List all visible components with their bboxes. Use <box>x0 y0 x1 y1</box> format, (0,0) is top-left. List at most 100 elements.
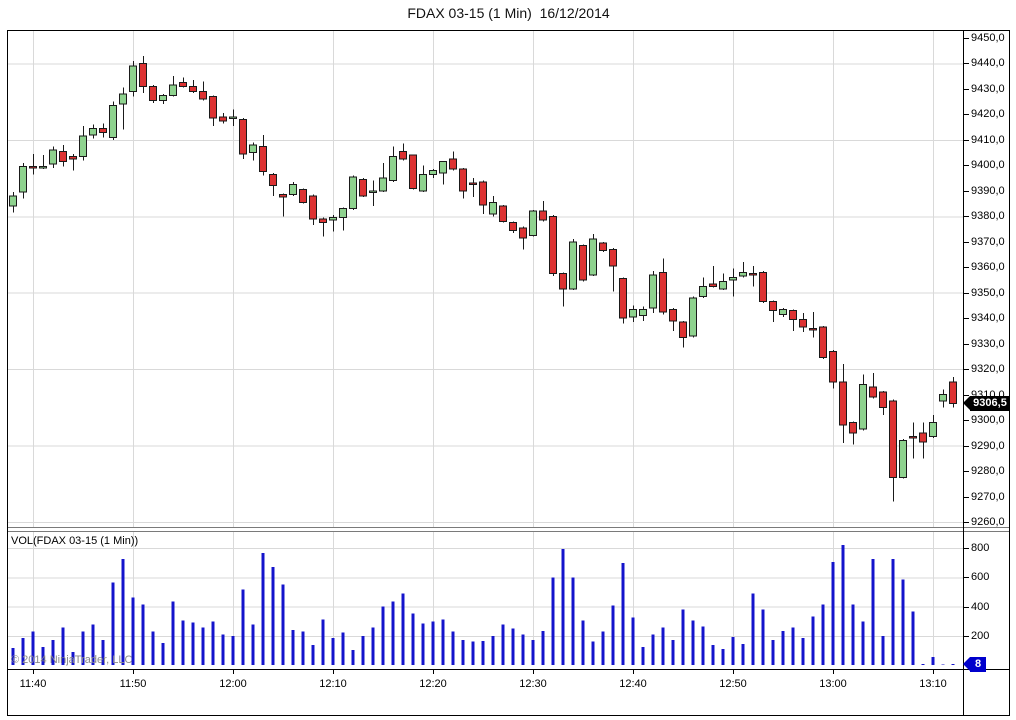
candle-body <box>199 90 207 100</box>
volume-bar <box>661 627 665 665</box>
volume-bar <box>251 624 255 665</box>
volume-bar <box>91 624 95 665</box>
candle-body <box>39 166 47 169</box>
candle-body <box>829 350 837 383</box>
volume-bar <box>561 549 565 665</box>
volume-bar <box>881 635 885 665</box>
volume-bar <box>21 637 25 665</box>
candle-body <box>599 242 607 252</box>
time-axis-label: 11:50 <box>119 678 147 690</box>
candle-body <box>509 222 517 231</box>
volume-bar <box>51 639 55 665</box>
candle-body <box>209 96 217 119</box>
volume-bar <box>141 604 145 665</box>
candle-body <box>859 383 867 430</box>
candle-body <box>499 205 507 222</box>
volume-bar <box>471 641 475 665</box>
candle-body <box>19 166 27 193</box>
volume-bar <box>751 593 755 665</box>
volume-bar <box>101 639 105 665</box>
candle-body <box>149 85 157 101</box>
price-axis-label: 9410,0 <box>971 133 1005 146</box>
candle-body <box>819 326 827 359</box>
candle-body <box>939 394 947 402</box>
candle-body <box>789 310 797 320</box>
candle-body <box>559 273 567 290</box>
candle-body <box>639 308 647 317</box>
volume-bar <box>431 621 435 665</box>
volume-bar <box>901 579 905 665</box>
volume-bar <box>501 624 505 665</box>
volume-bar <box>771 639 775 665</box>
volume-indicator-label: VOL(FDAX 03-15 (1 Min)) <box>11 535 139 547</box>
price-axis-line <box>963 31 964 715</box>
volume-bar <box>811 616 815 665</box>
volume-bar <box>481 640 485 665</box>
volume-bar <box>531 639 535 665</box>
candle-body <box>479 181 487 206</box>
price-axis-label: 9440,0 <box>971 57 1005 70</box>
volume-bar <box>391 601 395 665</box>
last-volume-value: 8 <box>974 657 982 670</box>
volume-axis-label: 800 <box>971 542 990 554</box>
time-axis[interactable] <box>8 669 963 715</box>
volume-bar <box>381 606 385 665</box>
volume-bar <box>581 620 585 665</box>
candle-body <box>849 422 857 434</box>
price-axis-label: 9290,0 <box>971 439 1005 452</box>
candle-body <box>369 190 377 193</box>
volume-bar <box>401 593 405 665</box>
candle-body <box>379 177 387 192</box>
volume-bar <box>351 649 355 665</box>
time-axis-label: 12:10 <box>319 678 347 690</box>
chart-frame: VOL(FDAX 03-15 (1 Min)) © 2014 NinjaTrad… <box>7 30 1010 716</box>
candle-body <box>719 280 727 290</box>
time-axis-tick <box>133 670 134 674</box>
candle-body <box>409 154 417 189</box>
volume-bar <box>271 567 275 665</box>
candle-body <box>329 217 337 221</box>
candle-body <box>919 432 927 443</box>
candle-body <box>419 173 427 192</box>
volume-bar <box>831 562 835 665</box>
volume-bar <box>671 639 675 665</box>
candle-body <box>759 271 767 303</box>
volume-bar <box>241 589 245 665</box>
candle-body <box>119 93 127 105</box>
volume-bar <box>701 626 705 665</box>
last-volume-tag: 8 <box>963 656 986 672</box>
volume-bar <box>341 632 345 665</box>
price-axis-label: 9320,0 <box>971 363 1005 376</box>
time-axis-line <box>8 669 1009 670</box>
price-axis-label: 9370,0 <box>971 235 1005 248</box>
volume-bar <box>921 663 925 665</box>
volume-bar <box>791 627 795 665</box>
candle-body <box>259 145 267 173</box>
volume-axis-label: 600 <box>971 571 990 584</box>
candle-body <box>249 144 257 154</box>
candle-body <box>949 381 957 405</box>
volume-bar <box>131 597 135 665</box>
candle-body <box>609 248 617 267</box>
candle-body <box>159 94 167 101</box>
volume-bar <box>611 605 615 665</box>
candle-body <box>459 168 467 192</box>
volume-bar <box>861 621 865 665</box>
volume-bar <box>31 631 35 665</box>
time-axis-label: 13:10 <box>919 678 947 690</box>
volume-bar <box>741 643 745 665</box>
candle-body <box>889 400 897 478</box>
candle-body <box>929 422 937 438</box>
price-chart-canvas[interactable] <box>8 31 963 527</box>
volume-bar <box>951 663 955 665</box>
candle-body <box>29 166 37 169</box>
candle-body <box>809 327 817 331</box>
time-axis-tick <box>233 670 234 674</box>
volume-chart-canvas[interactable] <box>8 532 963 666</box>
candle-body <box>439 161 447 174</box>
panel-divider[interactable] <box>8 527 1009 532</box>
candle-body <box>749 273 757 276</box>
volume-bar <box>191 622 195 665</box>
candle-body <box>699 285 707 298</box>
candle-body <box>539 210 547 221</box>
